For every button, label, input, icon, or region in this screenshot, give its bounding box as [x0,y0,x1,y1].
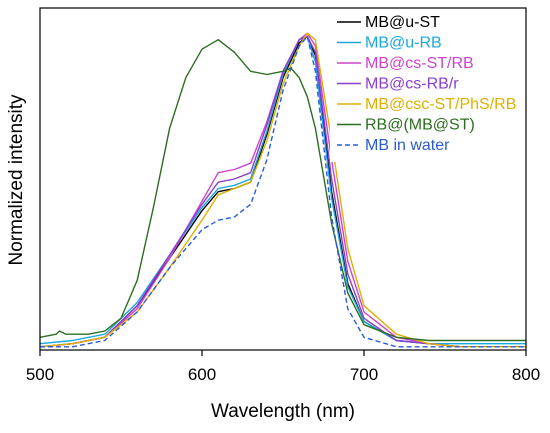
series-line-6 [39,39,526,342]
x-tick-label: 800 [512,365,540,384]
legend-box [330,10,520,162]
legend-label: MB@cs-RB/r [365,76,459,93]
plot-frame [39,7,527,351]
series-line-7 [40,35,526,348]
x-tick-label: 700 [350,365,378,384]
legend-label: MB in water [365,137,450,154]
x-axis-title: Wavelength (nm) [211,401,355,422]
series-line-2 [39,35,526,345]
legend-label: MB@cs-ST/RB [365,55,474,72]
series-layer [39,32,526,348]
series-line-5 [39,32,526,348]
legend-label: MB@u-ST [365,14,440,31]
legend-label: MB@u-RB [365,35,442,52]
x-tick-label: 500 [26,365,54,384]
x-ticks [39,350,527,356]
x-tick-labels: 500 600 700 800 [26,365,540,384]
legend-label: RB@(MB@ST) [365,117,475,134]
y-axis-title: Normalized intensity [6,94,27,266]
legend: MB@u-ST MB@u-RB MB@cs-ST/RB MB@cs-RB/r MB@cs… [330,10,520,162]
legend-label: MB@csc-ST/PhS/RB [365,96,516,113]
x-tick-label: 600 [188,365,216,384]
